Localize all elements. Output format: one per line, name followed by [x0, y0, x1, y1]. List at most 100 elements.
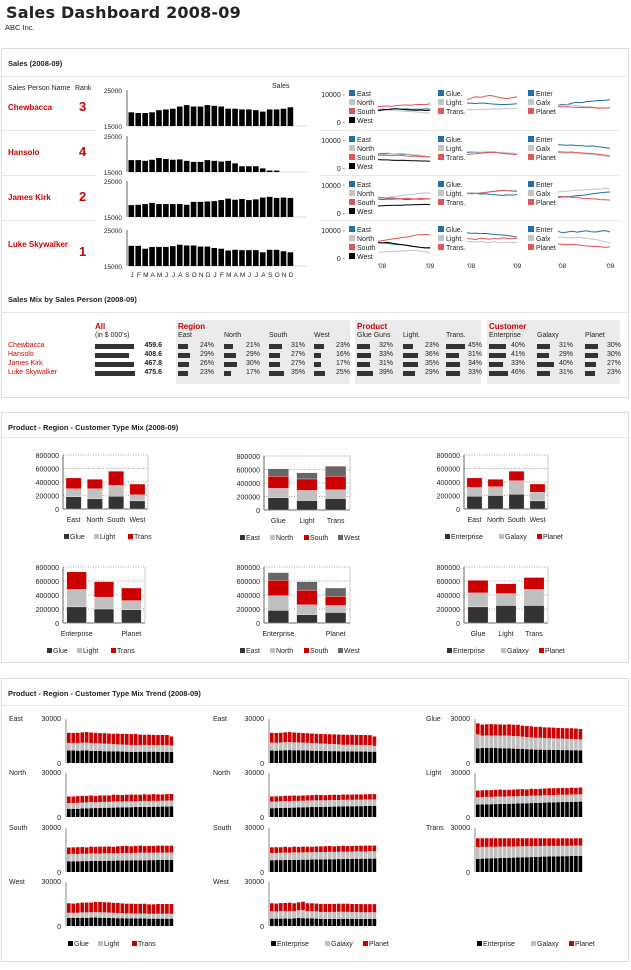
- trend-bar-enterprise: [372, 805, 377, 817]
- bar-segment-planet: [495, 583, 517, 594]
- trend-bar-planet: [565, 728, 569, 739]
- trend-bar-planet: [314, 794, 319, 801]
- trend-chart-title: Glue: [426, 716, 441, 723]
- trend-bar-trans: [71, 796, 76, 803]
- trend-bar-enterprise: [476, 858, 480, 872]
- trend-bar-planet: [484, 790, 489, 797]
- trend-bar-planet: [569, 728, 574, 739]
- mix-person-name: Chewbacca: [8, 342, 45, 349]
- legend-label: South: [357, 245, 375, 252]
- trend-bar-trans: [129, 734, 134, 745]
- trend-bar-glue: [169, 806, 174, 817]
- person-name[interactable]: James Kirk: [8, 193, 51, 202]
- trend-bar-planet: [332, 734, 337, 745]
- trend-bar-planet: [529, 788, 534, 796]
- trend-bar-enterprise: [274, 860, 279, 872]
- trend-bar-galaxy: [498, 846, 502, 859]
- trend-bar-enterprise: [368, 858, 372, 872]
- trend-bar-light: [71, 912, 76, 918]
- person-name[interactable]: Hansolo: [8, 148, 40, 157]
- legend-swatch: [528, 145, 534, 151]
- mix-bar: [224, 344, 233, 349]
- category-label: Planet: [121, 631, 141, 638]
- trend-bar-light: [93, 802, 98, 809]
- trend-bar-enterprise: [516, 748, 520, 763]
- y-tick-label: 0: [260, 761, 264, 768]
- trend-bar-planet: [569, 787, 574, 795]
- trend-bar-glue: [107, 807, 111, 817]
- legend-swatch: [349, 163, 355, 169]
- mix-percent: 30%: [245, 360, 260, 367]
- legend-label: Light.: [446, 146, 463, 153]
- legend-swatch: [270, 648, 275, 653]
- y-tick-label: 0: [260, 870, 264, 877]
- sales-bar: [259, 252, 266, 266]
- trend-bar-enterprise: [502, 803, 507, 817]
- month-label: A: [234, 272, 239, 279]
- trend-bar-enterprise: [296, 750, 301, 763]
- mix-bar: [585, 362, 597, 367]
- trend-bar-galaxy: [314, 911, 319, 919]
- legend-swatch: [304, 535, 309, 540]
- sales-bar: [197, 106, 204, 126]
- trend-bar-glue: [93, 808, 98, 817]
- sales-bar: [204, 105, 211, 126]
- trend-bar-planet: [332, 794, 337, 800]
- trend-bar-enterprise: [538, 749, 543, 763]
- sales-bar: [253, 110, 259, 126]
- y-tick-label: 30000: [245, 770, 265, 777]
- trend-bar-enterprise: [547, 749, 551, 763]
- trend-bar-light: [120, 801, 125, 808]
- person-name[interactable]: Luke Skywalker: [8, 240, 69, 249]
- sales-bar: [218, 106, 225, 126]
- person-name[interactable]: Chewbacca: [8, 103, 53, 112]
- trend-bar-trans: [80, 902, 85, 913]
- trend-bar-galaxy: [350, 799, 354, 807]
- trend-bar-planet: [350, 845, 354, 852]
- trend-bar-light: [75, 912, 80, 918]
- trend-bar-enterprise: [305, 807, 310, 817]
- legend-swatch: [240, 648, 245, 653]
- trend-bar-glue: [75, 808, 80, 817]
- y-tick-label: 600000: [36, 579, 59, 586]
- trend-bar-planet: [565, 788, 569, 795]
- trend-bar-enterprise: [560, 750, 565, 763]
- mix-all-value: 459.6: [144, 342, 162, 349]
- trend-bar-planet: [345, 903, 350, 912]
- trend-bar-galaxy: [565, 738, 569, 751]
- trend-bar-light: [138, 801, 142, 808]
- trend-bar-trans: [89, 846, 93, 854]
- sales-bar: [273, 197, 280, 217]
- month-label: M: [143, 272, 148, 279]
- category-label: Light: [498, 631, 513, 638]
- mix-percent: 23%: [606, 369, 621, 376]
- trend-bar-planet: [301, 795, 305, 801]
- trend-bar-galaxy: [489, 846, 494, 859]
- trend-bar-enterprise: [314, 807, 319, 817]
- trend-bar-galaxy: [332, 799, 337, 807]
- trend-bar-light: [98, 802, 102, 809]
- trend-bar-enterprise: [372, 751, 377, 763]
- trend-bar-enterprise: [484, 747, 489, 763]
- trend-bar-galaxy: [529, 795, 534, 804]
- sales-bar: [183, 160, 190, 172]
- trend-bar-trans: [107, 846, 111, 854]
- trend-bar-galaxy: [350, 744, 354, 752]
- mix-percent: 17%: [335, 360, 350, 367]
- y-tick-label: 30000: [42, 716, 62, 723]
- trend-bar-galaxy: [520, 795, 525, 804]
- trend-bar-light: [93, 853, 98, 861]
- legend-label: Light: [100, 534, 115, 541]
- trend-bar-galaxy: [368, 912, 372, 919]
- trend-bar-enterprise: [270, 808, 274, 817]
- mix-bar: [224, 362, 237, 367]
- y-tick-label: 800000: [437, 453, 460, 460]
- bar-segment-light: [94, 596, 114, 610]
- trend-bar-light: [133, 852, 138, 861]
- trend-bar-light: [98, 912, 102, 918]
- trend-bar-enterprise: [363, 751, 368, 763]
- trend-bar-enterprise: [323, 806, 328, 817]
- trend-bar-enterprise: [283, 807, 288, 817]
- trend-bar-light: [84, 912, 89, 918]
- trend-bar-galaxy: [480, 797, 485, 805]
